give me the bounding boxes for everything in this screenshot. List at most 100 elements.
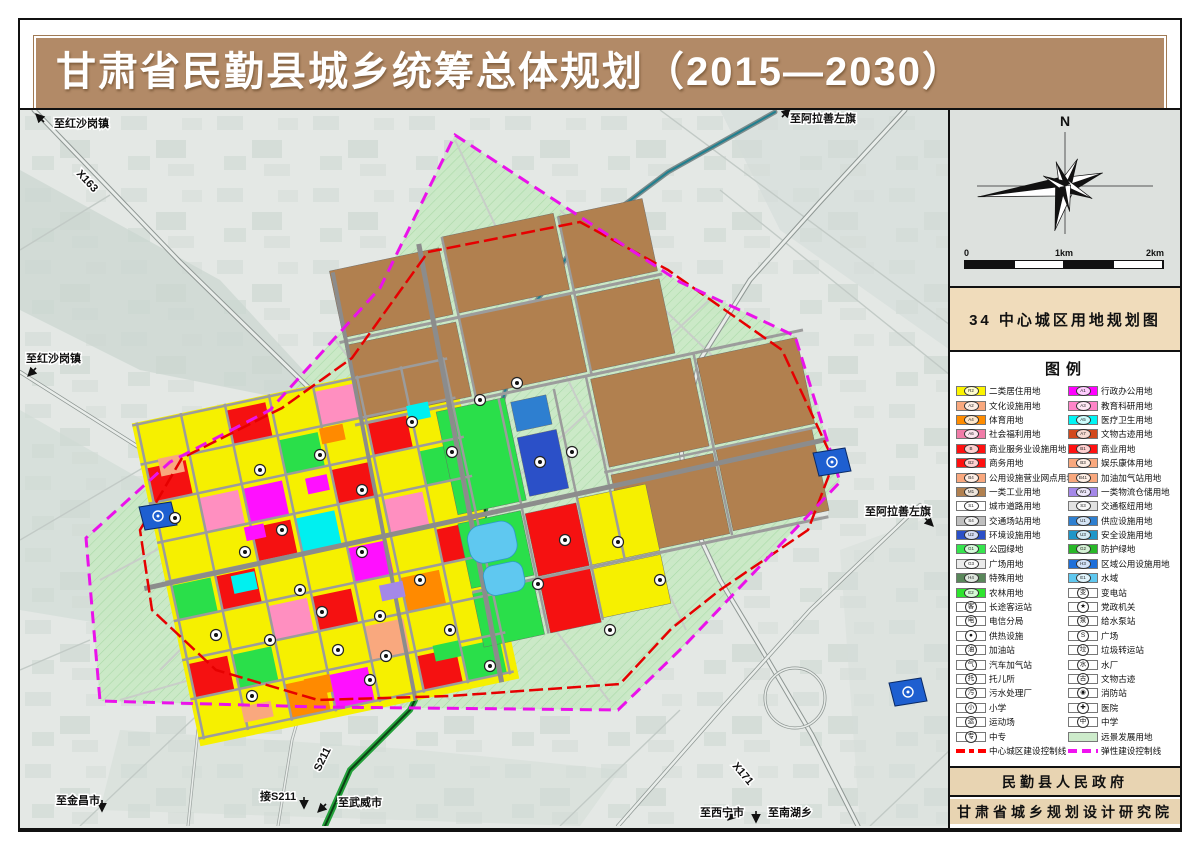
- legend-item: 远景发展用地: [1068, 729, 1176, 743]
- legend-label: 运动场: [989, 717, 1015, 728]
- legend-item: 弹性建设控制线: [1068, 744, 1176, 758]
- legend-item: U2 环境设施用地: [956, 528, 1068, 542]
- legend-line-swatch: [1068, 748, 1098, 753]
- legend-label: 农林用地: [989, 587, 1024, 598]
- elastic-control-line: [84, 132, 842, 712]
- legend-item: A2 文化设施用地: [956, 398, 1068, 412]
- legend-label: 医疗卫生用地: [1101, 414, 1153, 425]
- direction-arrow: [923, 516, 934, 527]
- right-panel: N 0 1km 2km 34 中心城区用地规划图 图例 R2 二类居住用地 A2 文化…: [948, 108, 1182, 830]
- scale-1km: 1km: [1054, 248, 1074, 258]
- legend-label: 给水泵站: [1101, 616, 1136, 627]
- legend-item: ◉ 消防站: [1068, 686, 1176, 700]
- legend-label: 供热设施: [989, 630, 1024, 641]
- map-label: 至阿拉善左旗: [865, 504, 931, 518]
- legend-label: 党政机关: [1101, 602, 1136, 613]
- legend-item: 污污水处理厂: [956, 686, 1068, 700]
- legend-item: B3 娱乐康体用地: [1068, 456, 1176, 470]
- legend-label: 交通场站用地: [989, 515, 1041, 526]
- legend-item: B41 加油加气站用地: [1068, 470, 1176, 484]
- legend-swatch: E2: [956, 587, 986, 598]
- legend-item: 泵给水泵站: [1068, 614, 1176, 628]
- legend-item: U1 供应设施用地: [1068, 514, 1176, 528]
- legend-item: U3 安全设施用地: [1068, 528, 1176, 542]
- legend-item: 垃垃圾转运站: [1068, 643, 1176, 657]
- legend-swatch: W1: [1068, 486, 1098, 497]
- legend-swatch: B1: [1068, 443, 1098, 454]
- legend-swatch: A2: [956, 400, 986, 411]
- legend-left-column: R2 二类居住用地 A2 文化设施用地 A4 体育用地 A6 社会福利用地 B 商业服务业设施用地…: [956, 384, 1075, 758]
- legend-swatch: B: [956, 443, 986, 454]
- scale-0: 0: [964, 248, 970, 258]
- legend-item: E2 农林用地: [956, 585, 1068, 599]
- legend-swatch: E1: [1068, 573, 1098, 584]
- legend-label: 城市道路用地: [989, 501, 1041, 512]
- legend-swatch: ●: [956, 629, 986, 642]
- legend-label: 行政办公用地: [1101, 386, 1153, 397]
- legend-swatch: 运: [956, 716, 986, 729]
- legend-item: 气汽车加气站: [956, 657, 1068, 671]
- legend-item: S 广场: [1068, 629, 1176, 643]
- map-label: 至红沙岗镇: [26, 351, 81, 365]
- title-banner: 甘肃省民勤县城乡统筹总体规划（2015—2030）: [34, 36, 1166, 110]
- legend-swatch: S1: [956, 501, 986, 512]
- legend-item: E1 水域: [1068, 571, 1176, 585]
- legend-item: 运运动场: [956, 715, 1068, 729]
- legend-item: G1 公园绿地: [956, 542, 1068, 556]
- legend-label: 防护绿地: [1101, 544, 1136, 555]
- legend-swatch: S: [1068, 629, 1098, 642]
- legend-label: 电信分局: [989, 616, 1024, 627]
- legend-label: 广场: [1101, 630, 1119, 641]
- map-label: 接S211: [260, 789, 296, 803]
- legend-label: 公园绿地: [989, 544, 1024, 555]
- legend: 图例 R2 二类居住用地 A2 文化设施用地 A4 体育用地 A6 社会福利用地 B 商业服务业设…: [950, 352, 1180, 768]
- legend-label: 加油站: [989, 645, 1015, 656]
- scale-2km: 2km: [1145, 248, 1164, 258]
- legend-label: 医院: [1101, 702, 1119, 713]
- legend-swatch: 小: [956, 701, 986, 714]
- legend-label: 教育科研用地: [1101, 400, 1153, 411]
- legend-item: S1 城市道路用地: [956, 499, 1068, 513]
- legend-item: B1 商业用地: [1068, 442, 1176, 456]
- legend-swatch: U3: [1068, 530, 1098, 541]
- legend-right-column: A1 行政办公用地 A3 教育科研用地 A5 医疗卫生用地 A7 文物古迹用地 B1 商业用地 B3…: [1068, 384, 1176, 758]
- legend-label: 区域公用设施用地: [1101, 558, 1170, 569]
- legend-label: 弹性建设控制线: [1101, 745, 1162, 756]
- legend-swatch: U2: [956, 530, 986, 541]
- legend-label: 长途客运站: [989, 602, 1032, 613]
- central-city-control-line: [138, 220, 836, 702]
- legend-item: 专中专: [956, 729, 1068, 743]
- legend-swatch: A7: [1068, 429, 1098, 440]
- legend-swatch: 中: [1068, 716, 1098, 729]
- legend-swatch: B2: [956, 458, 986, 469]
- direction-arrow: [317, 802, 328, 813]
- map-label: 至阿拉善左旗: [790, 111, 856, 125]
- legend-swatch: B41: [1068, 472, 1098, 483]
- legend-label: 中学: [1101, 717, 1119, 728]
- legend-swatch: ★: [1068, 601, 1098, 614]
- legend-label: 变电站: [1101, 587, 1127, 598]
- institute-band: 甘肃省城乡规划设计研究院: [950, 799, 1180, 824]
- legend-item: H4 特殊用地: [956, 571, 1068, 585]
- legend-item: ★ 党政机关: [1068, 600, 1176, 614]
- legend-item: 客长途客运站: [956, 600, 1068, 614]
- legend-swatch: A1: [1068, 386, 1098, 397]
- legend-swatch: H4: [956, 573, 986, 584]
- legend-item: H3 区域公用设施用地: [1068, 557, 1176, 571]
- legend-swatch: A6: [956, 429, 986, 440]
- direction-arrow: [27, 366, 38, 377]
- legend-swatch: 托: [956, 673, 986, 685]
- legend-label: 环境设施用地: [989, 530, 1041, 541]
- plan-title: 甘肃省民勤县城乡统筹总体规划（2015—2030）: [56, 50, 964, 94]
- legend-swatch: 垃: [1068, 644, 1098, 657]
- legend-label: 体育用地: [989, 414, 1024, 425]
- legend-item: B2 商务用地: [956, 456, 1068, 470]
- legend-item: S4 交通场站用地: [956, 514, 1068, 528]
- legend-label: 公用设施营业网点用地: [989, 472, 1075, 483]
- legend-label: 汽车加气站: [989, 659, 1032, 670]
- compass-box: N 0 1km 2km: [950, 110, 1180, 288]
- legend-swatch: ✚: [1068, 701, 1098, 714]
- legend-swatch: A4: [956, 414, 986, 425]
- legend-swatch: 泵: [1068, 615, 1098, 628]
